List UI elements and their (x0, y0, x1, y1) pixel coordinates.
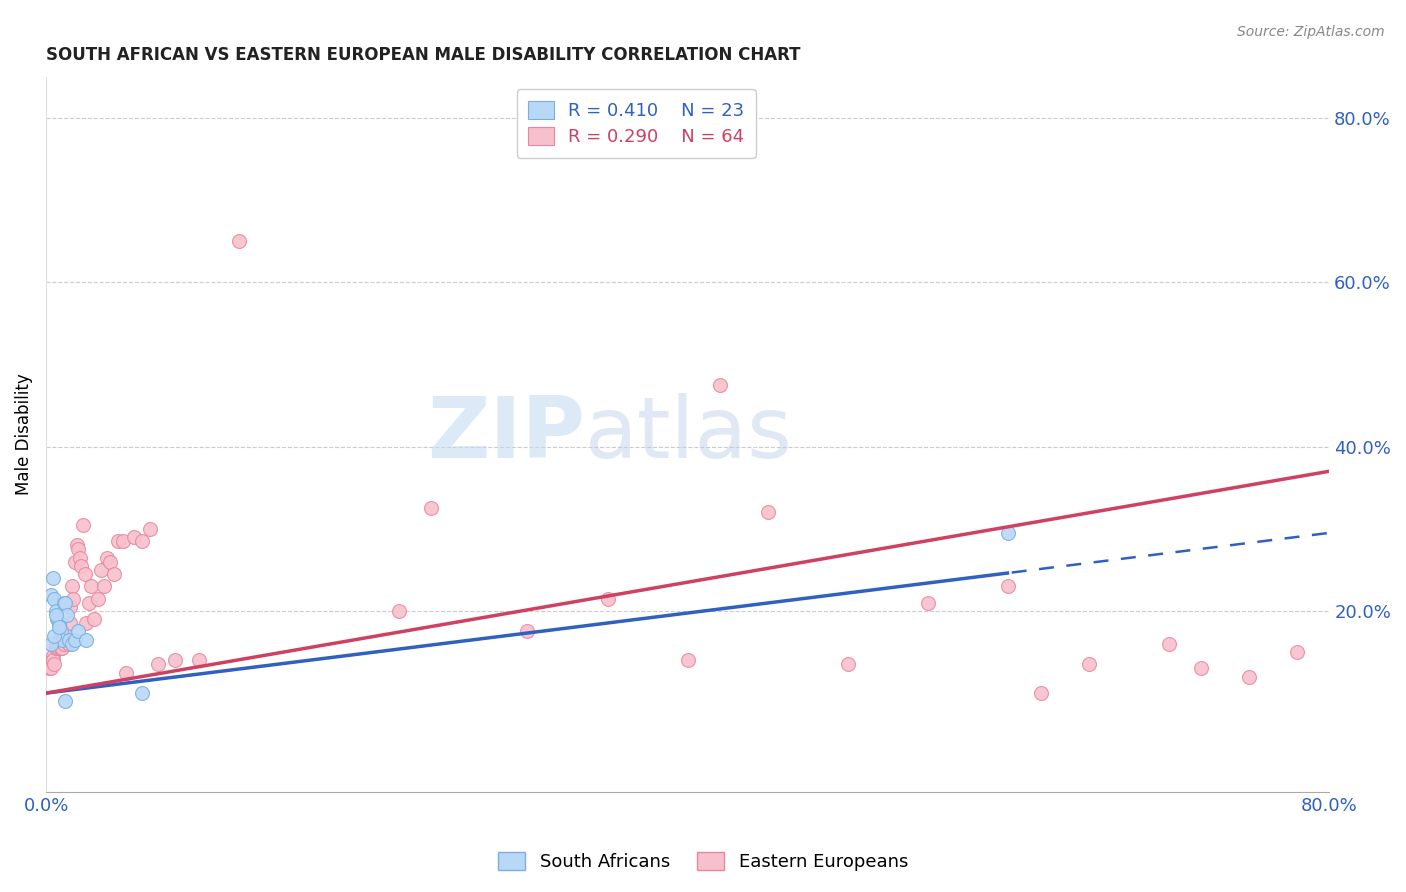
Point (70, 558, 93, 573)
Point (59, 599, 82, 614)
Point (80, 579, 103, 593)
Point (48, 632, 70, 647)
Point (148, 657, 170, 672)
Point (44, 591, 66, 606)
Point (228, 234, 250, 248)
Point (48, 620, 70, 634)
Point (41, 653, 63, 667)
Point (58, 637, 80, 651)
Point (45, 608, 67, 623)
Point (83, 612, 105, 626)
Point (115, 665, 138, 680)
Point (51, 632, 73, 647)
Point (51, 640, 73, 655)
Point (56, 629, 79, 643)
Point (63, 555, 86, 569)
Point (38, 661, 60, 675)
Point (55, 629, 77, 643)
Point (1029, 686, 1052, 700)
Point (187, 653, 209, 667)
Point (1077, 657, 1099, 672)
Point (103, 566, 125, 581)
Point (39, 637, 62, 651)
Point (41, 571, 63, 585)
Point (63, 632, 86, 647)
Point (756, 505, 779, 519)
Point (75, 632, 97, 647)
Text: SOUTH AFRICAN VS EASTERN EUROPEAN MALE DISABILITY CORRELATION CHART: SOUTH AFRICAN VS EASTERN EUROPEAN MALE D… (46, 46, 800, 64)
Point (73, 566, 96, 581)
Point (46, 640, 69, 655)
Point (45, 604, 67, 618)
Point (917, 596, 939, 610)
Point (41, 649, 63, 664)
Point (709, 378, 731, 392)
Point (1286, 645, 1309, 659)
Y-axis label: Male Disability: Male Disability (15, 374, 32, 495)
Point (58, 632, 80, 647)
Point (45, 640, 67, 655)
Point (67, 542, 90, 557)
Point (388, 604, 411, 618)
Point (75, 616, 97, 631)
Point (48, 616, 70, 631)
Point (49, 624, 72, 639)
Point (124, 530, 146, 544)
Point (45, 637, 67, 651)
Point (112, 534, 135, 549)
Text: Source: ZipAtlas.com: Source: ZipAtlas.com (1237, 25, 1385, 39)
Legend: R = 0.410    N = 23, R = 0.290    N = 64: R = 0.410 N = 23, R = 0.290 N = 64 (517, 89, 756, 158)
Point (39, 661, 62, 675)
Point (44, 657, 66, 672)
Point (997, 525, 1019, 540)
Point (56, 608, 79, 623)
Point (837, 657, 859, 672)
Point (90, 563, 112, 577)
Point (997, 579, 1019, 593)
Point (1157, 637, 1180, 651)
Point (59, 616, 82, 631)
Point (55, 694, 77, 708)
Legend: South Africans, Eastern Europeans: South Africans, Eastern Europeans (491, 846, 915, 879)
Point (107, 534, 129, 549)
Text: atlas: atlas (585, 392, 793, 475)
Text: ZIP: ZIP (427, 392, 585, 475)
Point (86, 591, 108, 606)
Point (51, 624, 73, 639)
Point (1189, 661, 1212, 675)
Point (55, 596, 77, 610)
Point (139, 522, 162, 536)
Point (44, 629, 66, 643)
Point (79, 596, 101, 610)
Point (52, 637, 75, 651)
Point (46, 612, 69, 626)
Point (96, 550, 118, 565)
Point (52, 596, 75, 610)
Point (676, 653, 699, 667)
Point (163, 653, 186, 667)
Point (72, 517, 94, 532)
Point (48, 640, 70, 655)
Point (131, 534, 153, 549)
Point (60, 637, 83, 651)
Point (93, 579, 115, 593)
Point (69, 550, 91, 565)
Point (516, 624, 538, 639)
Point (98, 555, 121, 569)
Point (67, 624, 90, 639)
Point (131, 686, 153, 700)
Point (49, 640, 72, 655)
Point (420, 501, 443, 516)
Point (60, 579, 83, 593)
Point (62, 591, 84, 606)
Point (39, 587, 62, 601)
Point (596, 591, 619, 606)
Point (66, 538, 89, 552)
Point (1237, 670, 1260, 684)
